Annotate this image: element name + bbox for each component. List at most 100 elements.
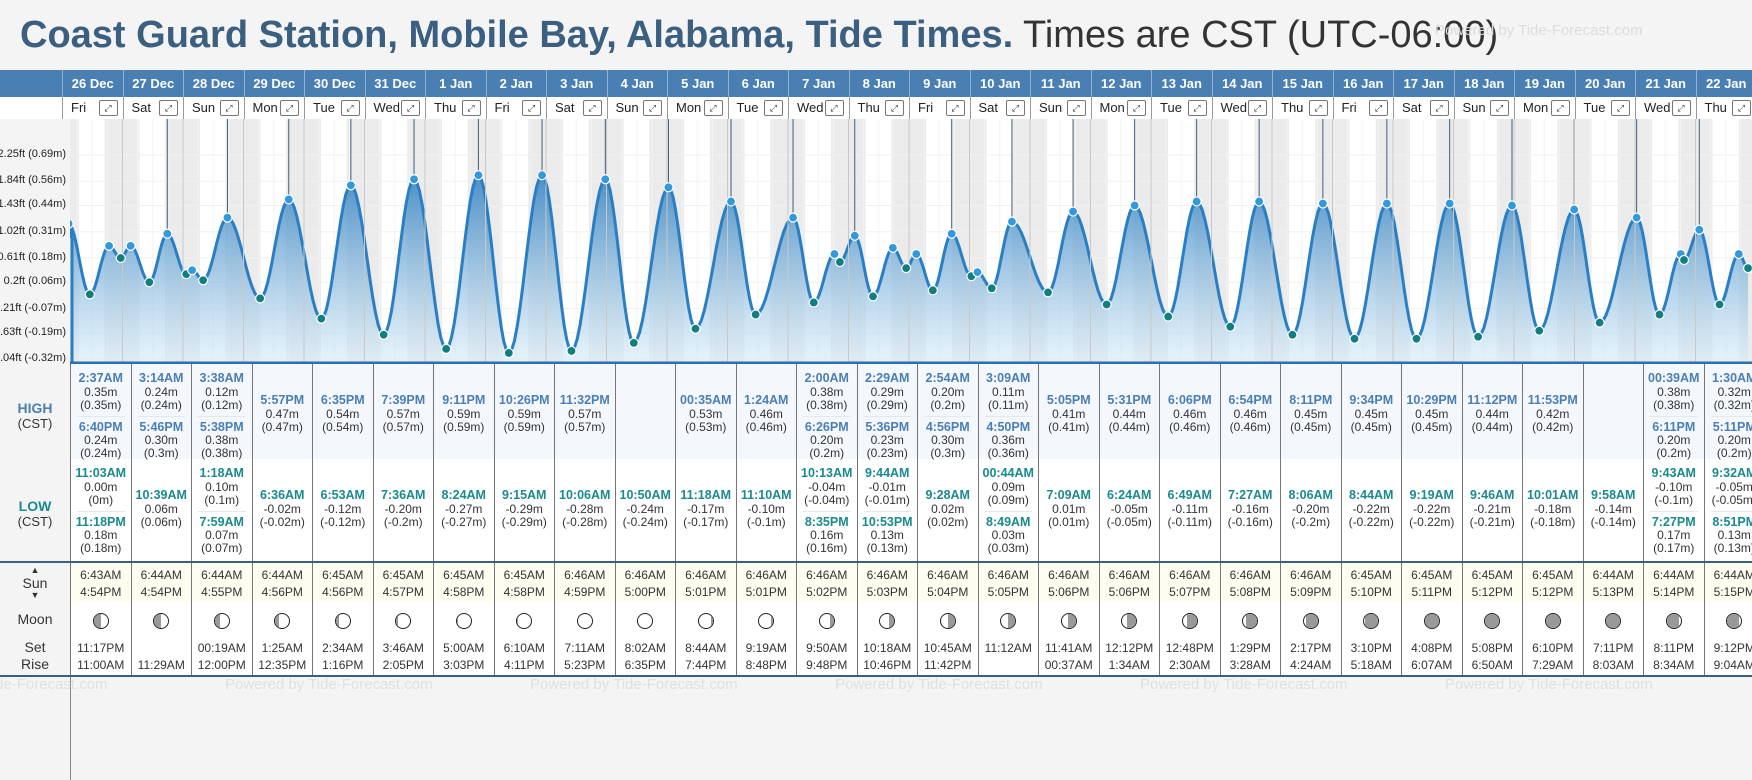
weekday-label: Sun (1039, 100, 1063, 115)
expand-day-icon[interactable]: ⤢ (643, 100, 662, 116)
expand-day-icon[interactable]: ⤢ (1187, 100, 1207, 116)
moon-phase-shade (1127, 614, 1137, 628)
sun-cell: 6:43AM 4:54PM (70, 563, 131, 603)
low-tide-entry: 10:53PM 0.13m (0.13m) (858, 515, 918, 556)
moonrise-time: 7:29AM (1532, 658, 1574, 672)
expand-day-icon[interactable]: ⤢ (945, 100, 965, 116)
low-tide-height-alt: (-0.22m) (1409, 514, 1455, 529)
expand-day-icon[interactable]: ⤢ (1066, 100, 1086, 116)
expand-day-icon[interactable]: ⤢ (1308, 100, 1328, 116)
high-tide-time: 5:57PM (260, 393, 305, 407)
moon-phase-icon (576, 613, 593, 629)
expand-day-icon[interactable]: ⤢ (1550, 100, 1570, 116)
expand-day-icon[interactable]: ⤢ (1732, 100, 1751, 116)
expand-day-icon[interactable]: ⤢ (1490, 100, 1509, 116)
sun-cell: 6:46AM 5:09PM (1280, 563, 1341, 603)
moon-cell: 11:17PM 11:00AM (70, 603, 131, 675)
low-tide-height: -0.21m (1473, 501, 1511, 516)
moonrise-time: 12:35PM (258, 658, 307, 672)
expand-day-icon[interactable]: ⤢ (280, 100, 299, 116)
high-tide-height: 0.20m (931, 384, 965, 399)
high-tide-time: 5:31PM (1107, 393, 1152, 407)
high-tide-entry: 4:50PM 0.36m (0.36m) (979, 420, 1039, 461)
low-tide-time: 9:19AM (1409, 488, 1454, 502)
expand-day-icon[interactable]: ⤢ (1006, 100, 1025, 116)
high-tide-point (1506, 200, 1518, 211)
low-tide-entry: 10:50AM -0.24m (-0.24m) (616, 488, 676, 529)
low-tide-entry: 6:36AM -0.02m (-0.02m) (253, 488, 313, 529)
expand-day-icon[interactable]: ⤢ (98, 100, 118, 116)
high-tide-height-alt: (0.2m) (809, 446, 845, 460)
low-tide-cell: 11:03AM 0.00m (0m) 11:18PM 0.18m (0.18m) (70, 459, 131, 561)
expand-day-icon[interactable]: ⤢ (885, 100, 904, 116)
expand-day-icon[interactable]: ⤢ (522, 100, 541, 116)
expand-day-icon[interactable]: ⤢ (461, 100, 481, 116)
sunset-time: 5:15PM (1713, 585, 1752, 599)
sunrise-time: 6:45AM (1532, 568, 1574, 582)
moon-phase-icon (1302, 613, 1319, 629)
expand-day-icon[interactable]: ⤢ (1611, 100, 1630, 116)
expand-day-icon[interactable]: ⤢ (1248, 100, 1267, 116)
expand-day-icon[interactable]: ⤢ (340, 100, 360, 116)
high-tide-height-alt: (0.24m) (80, 446, 122, 460)
expand-day-icon[interactable]: ⤢ (764, 100, 783, 116)
moonrise-time: 5:18AM (1350, 658, 1392, 672)
high-tide-time: 2:00AM (804, 371, 849, 385)
high-tide-point (1129, 200, 1140, 211)
expand-day-icon[interactable]: ⤢ (1369, 100, 1388, 116)
date-header: 30 Dec (304, 70, 365, 97)
low-tide-height: 0.06m (144, 501, 178, 516)
weekday-cell: Sun ⤢ (606, 97, 668, 119)
expand-day-icon[interactable]: ⤢ (1127, 100, 1146, 116)
sunrise-time: 6:46AM (685, 568, 727, 582)
high-tide-point (946, 228, 957, 239)
high-tide-height: 0.29m (870, 384, 904, 399)
high-tide-cell: 10:29PM 0.45m (0.45m) (1401, 364, 1462, 459)
low-tide-time: 9:46AM (1470, 488, 1515, 502)
moon-set-label: Set (24, 639, 46, 655)
high-tide-time: 11:12PM (1467, 393, 1518, 407)
weekday-cell: Fri ⤢ (1332, 97, 1394, 119)
high-tide-entry: 00:35AM 0.53m (0.53m) (676, 393, 736, 434)
high-tide-height: 0.30m (931, 433, 965, 447)
low-tide-time: 6:53AM (320, 488, 365, 502)
high-tide-cell: 9:34PM 0.45m (0.45m) (1340, 364, 1402, 459)
sun-cell: 6:45AM 4:56PM (312, 563, 373, 603)
low-tide-point (1287, 329, 1298, 340)
weekday-label: Mon (1523, 100, 1549, 115)
expand-day-icon[interactable]: ⤢ (703, 100, 723, 116)
high-tide-point (1254, 196, 1265, 207)
expand-day-icon[interactable]: ⤢ (401, 100, 420, 116)
moon-phase-icon (637, 613, 654, 629)
date-header: 5 Jan (667, 70, 728, 97)
weekday-cell: Sun ⤢ (1030, 97, 1091, 119)
low-tide-height: 0.09m (991, 479, 1025, 494)
high-tide-height: 0.44m (1475, 406, 1509, 421)
sun-row (70, 563, 1752, 603)
low-tide-time: 8:49AM (986, 514, 1031, 529)
expand-day-icon[interactable]: ⤢ (1429, 100, 1449, 116)
moonset-time: 5:08PM (1471, 641, 1513, 655)
low-tide-cell: 11:10AM -0.10m (-0.1m) (735, 459, 797, 561)
sun-cell: 6:46AM 5:01PM (735, 563, 797, 603)
sunset-time: 4:58PM (503, 585, 545, 599)
sunrise-time: 6:44AM (201, 568, 243, 582)
expand-day-icon[interactable]: ⤢ (824, 100, 844, 116)
low-tide-height: -0.20m (384, 501, 422, 516)
low-tide-time: 10:50AM (619, 488, 671, 502)
low-tide-cell: 9:44AM -0.01m (-0.01m) 10:53PM 0.13m (0.13m) (856, 459, 918, 561)
moonrise-time: 5:23PM (564, 658, 606, 672)
low-tide-entry: 9:15AM -0.29m (-0.29m) (495, 488, 555, 529)
moonset-time: 00:19AM (197, 641, 246, 655)
low-tide-height: -0.10m (747, 501, 785, 516)
moon-phase-icon (516, 613, 533, 629)
expand-day-icon[interactable]: ⤢ (1671, 100, 1691, 116)
date-header: 28 Dec (183, 70, 244, 97)
expand-day-icon[interactable]: ⤢ (159, 100, 178, 116)
sun-label: Sun (22, 575, 48, 591)
expand-day-icon[interactable]: ⤢ (582, 100, 602, 116)
date-header: 15 Jan (1272, 70, 1333, 97)
low-tide-point (115, 252, 126, 264)
expand-day-icon[interactable]: ⤢ (219, 100, 239, 116)
weekday-label: Thu (857, 100, 880, 115)
